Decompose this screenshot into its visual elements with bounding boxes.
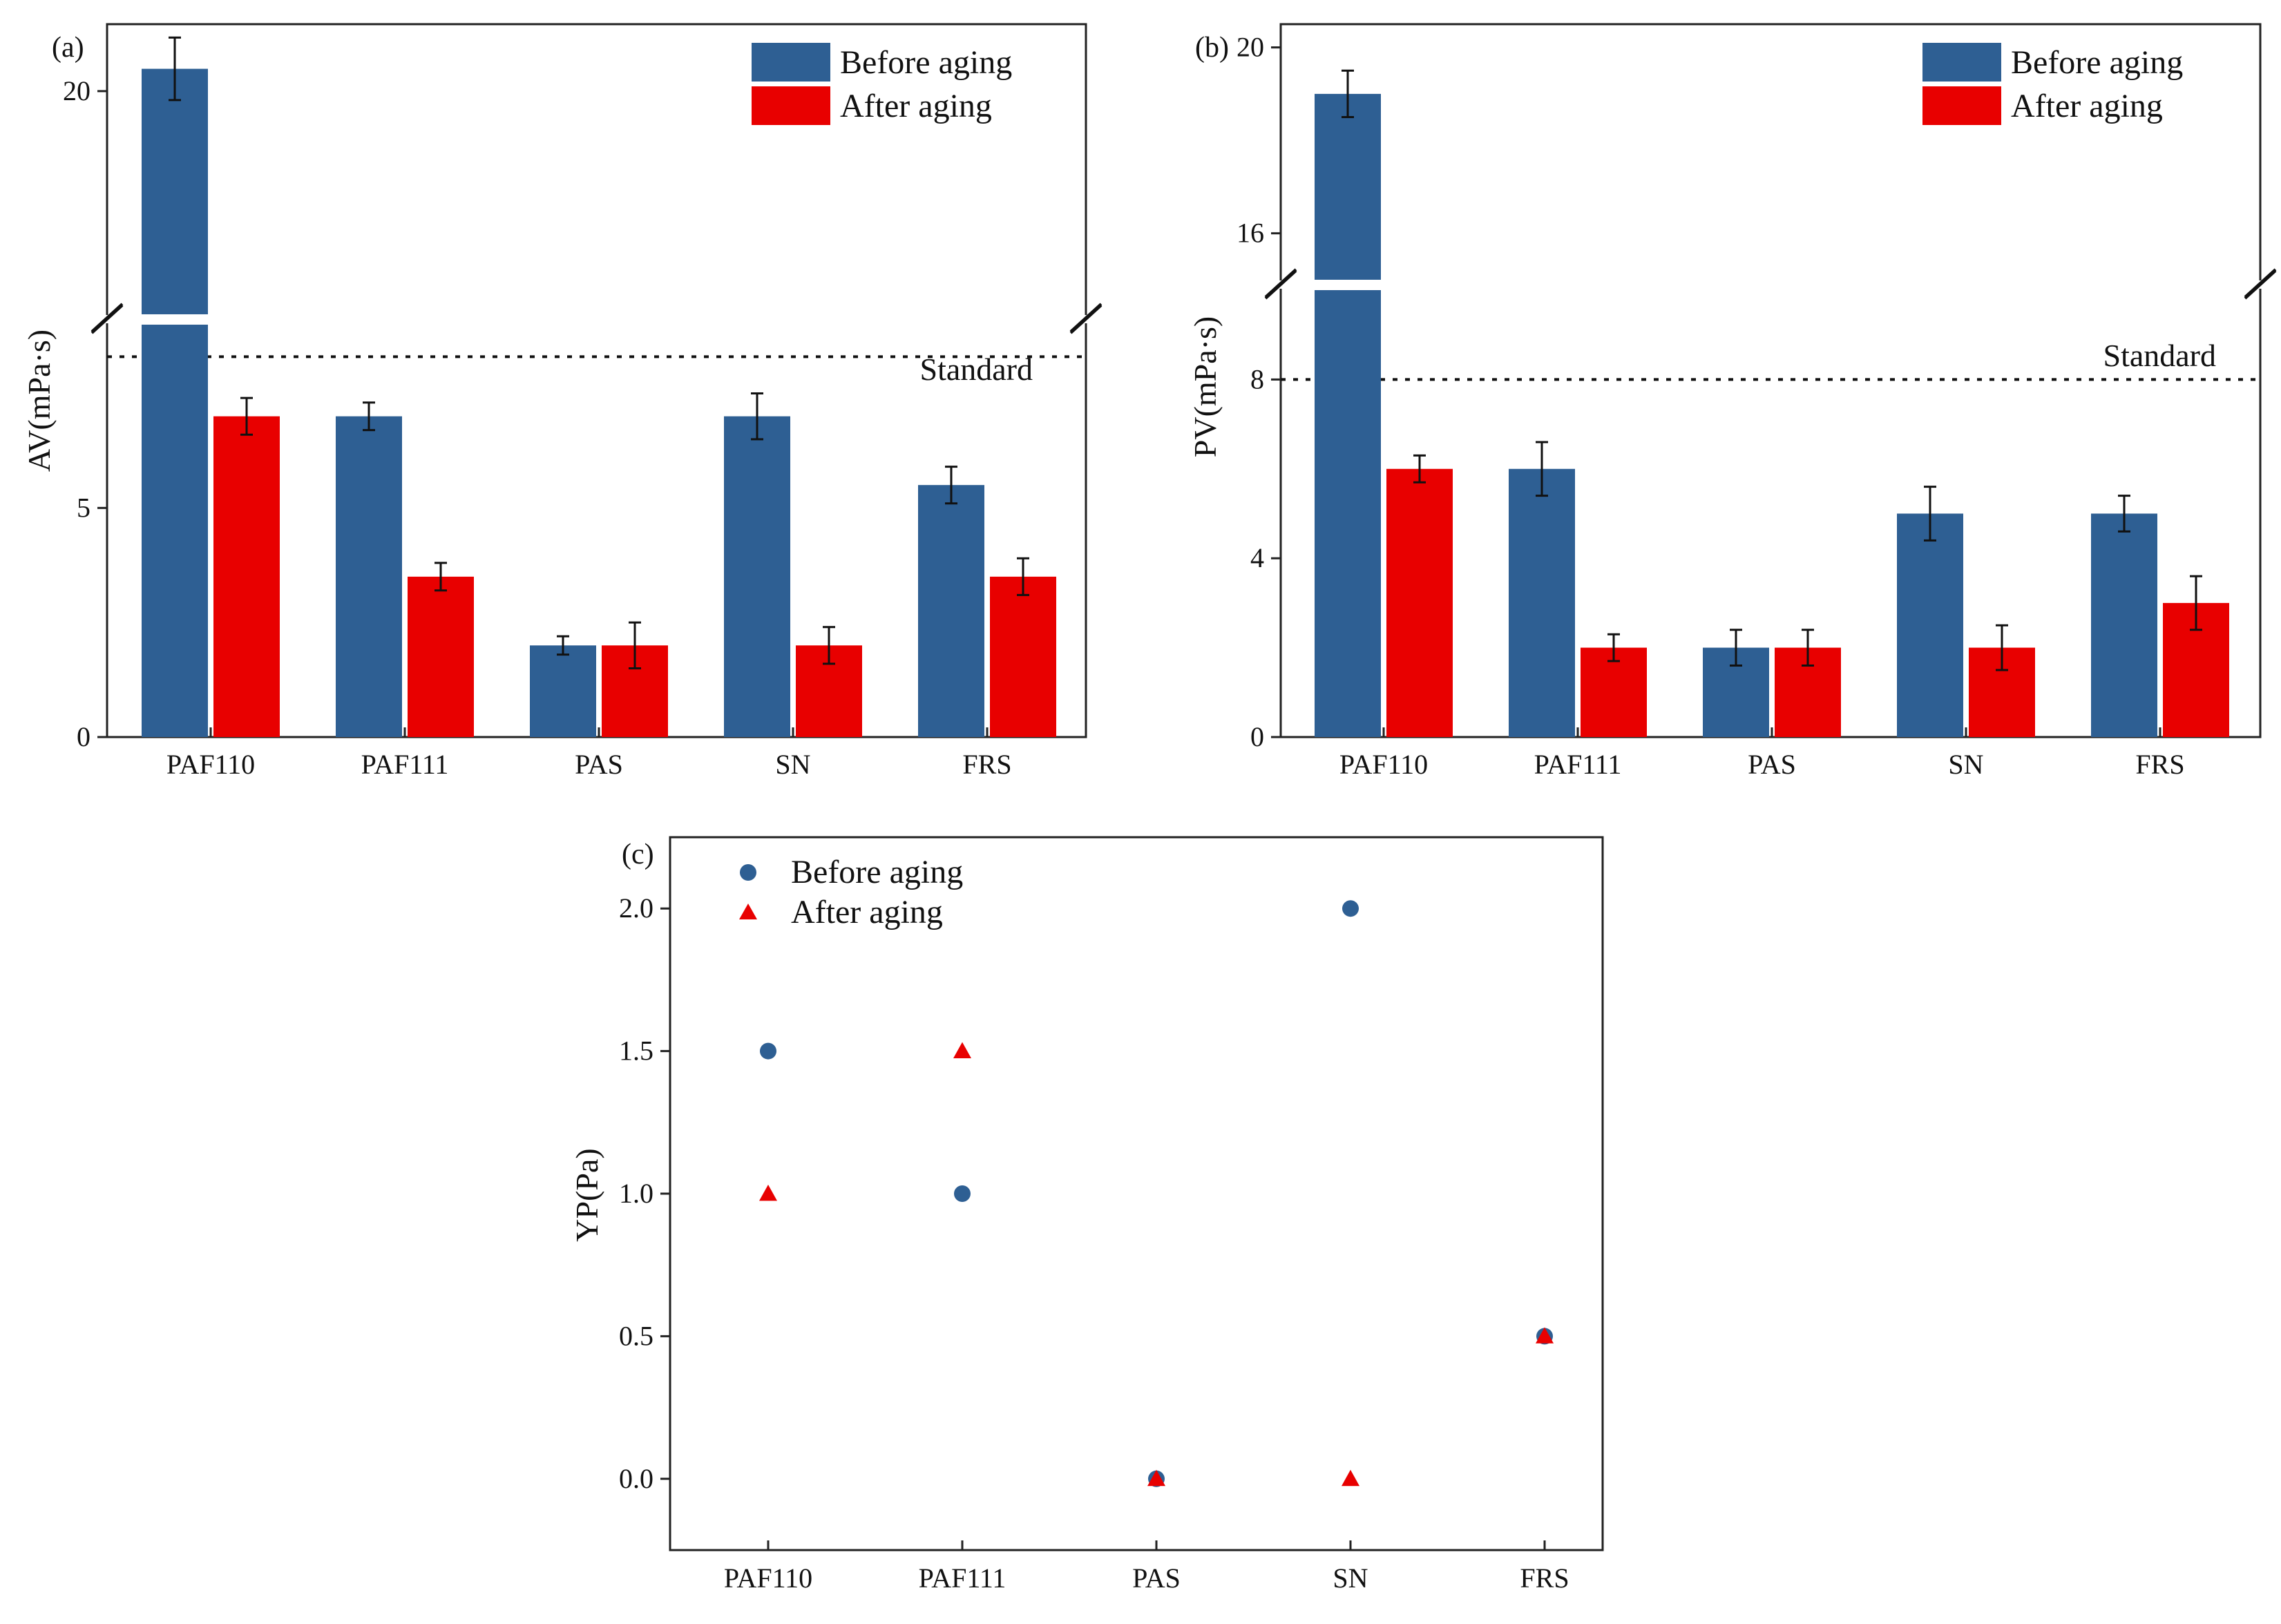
y-axis-title: YP(Pa): [569, 1148, 604, 1241]
x-tick-label: PAF111: [1534, 749, 1622, 780]
legend-swatch-before: [752, 43, 830, 82]
x-tick-label: PAF110: [724, 1563, 812, 1594]
x-tick-label: PAF110: [166, 749, 255, 780]
x-tick-label: FRS: [962, 749, 1011, 780]
y-axis-title: AV(mPa·s): [21, 329, 57, 472]
y-tick-label: 0: [77, 721, 90, 752]
y-tick-label: 0.0: [619, 1463, 653, 1494]
legend-label-before: Before aging: [791, 854, 963, 890]
legend-swatch-before: [1922, 43, 2001, 82]
x-tick-label: SN: [1333, 1563, 1368, 1594]
y-tick-label: 4: [1250, 542, 1264, 573]
axis-break-mark: [2244, 268, 2277, 298]
y-tick-label: 0: [1250, 721, 1264, 752]
axis-break-mark: [90, 303, 124, 333]
x-tick-label: PAS: [1748, 749, 1796, 780]
standard-label: Standard: [919, 352, 1033, 387]
y-tick-label: 2.0: [619, 892, 653, 924]
y-axis-title: PV(mPa·s): [1187, 316, 1223, 457]
legend-label-before: Before aging: [2011, 44, 2183, 81]
y-tick-label: 8: [1250, 363, 1264, 394]
panel-label: (a): [52, 32, 84, 64]
axis-break-gap-left: [1260, 280, 1315, 289]
y-tick-label: 5: [77, 492, 90, 523]
bar-after-paf111: [1581, 647, 1647, 737]
x-tick-label: PAS: [575, 749, 623, 780]
x-tick-label: FRS: [2135, 749, 2184, 780]
bar-after-frs: [990, 576, 1056, 737]
x-tick-label: SN: [775, 749, 810, 780]
x-tick-label: FRS: [1520, 1563, 1569, 1594]
panel-b-pv-chart: Standard PAF110 PAF111 PAS SN FRS 0 4 8 16 20 PV(mP…: [1187, 23, 2281, 780]
legend-label-after: After aging: [791, 894, 943, 930]
x-tick-label: PAF111: [919, 1563, 1006, 1594]
bar-before-sn: [724, 416, 790, 737]
point-before-paf110: [760, 1042, 776, 1060]
point-after-sn: [1342, 1469, 1359, 1487]
axis-break-gap-right: [1051, 315, 1107, 323]
bar-break-gap: [140, 314, 209, 324]
point-before-sn: [1342, 900, 1359, 917]
axis-break-gap-left: [86, 315, 142, 323]
point-after-paf110: [759, 1185, 777, 1201]
x-tick-label: PAF111: [361, 749, 449, 780]
axis-break-gap-right: [2226, 280, 2281, 289]
standard-label: Standard: [2103, 338, 2216, 373]
x-tick-label: SN: [1948, 749, 1983, 780]
bar-before-paf111: [1509, 468, 1575, 737]
x-tick-label: PAF110: [1339, 749, 1428, 780]
bar-after-paf110: [213, 416, 280, 737]
point-after-pas: [1147, 1469, 1165, 1487]
y-tick-label: 0.5: [619, 1320, 653, 1351]
bar-before-paf110-lower: [142, 325, 208, 737]
legend-label-before: Before aging: [840, 44, 1012, 81]
plot-frame: [106, 23, 1087, 738]
point-after-frs: [1536, 1327, 1554, 1344]
bar-after-paf110: [1386, 468, 1453, 737]
bar-before-sn: [1897, 513, 1963, 737]
legend-label-after: After aging: [840, 88, 992, 124]
bar-break-gap: [1313, 280, 1382, 289]
legend-swatch-after: [1922, 86, 2001, 125]
panel-label: (c): [622, 839, 654, 870]
point-after-paf111: [953, 1042, 971, 1058]
legend-swatch-after: [752, 86, 830, 125]
bar-before-paf111: [336, 416, 402, 737]
bar-before-pas: [530, 645, 596, 737]
panel-label: (b): [1195, 32, 1229, 64]
axis-break-mark: [1264, 268, 1297, 298]
y-tick-label: 20: [1237, 32, 1264, 63]
point-before-paf111: [954, 1185, 971, 1202]
bar-before-paf110: [142, 68, 208, 314]
panel-a-av-chart: Standard PAF110 PAF111 PAS SN FRS 0 5 20 AV(mPa·s…: [21, 23, 1107, 780]
y-tick-label: 1.5: [619, 1035, 653, 1067]
legend-marker-after: [739, 904, 757, 919]
axis-break-mark: [1069, 303, 1103, 333]
y-tick-label: 1.0: [619, 1178, 653, 1209]
bar-before-paf110: [1315, 93, 1381, 280]
plot-frame: [669, 836, 1604, 1551]
y-tick-label: 20: [63, 75, 90, 106]
x-tick-label: PAS: [1132, 1563, 1181, 1594]
legend-label-after: After aging: [2011, 88, 2163, 124]
bar-before-paf110-lower: [1315, 290, 1381, 737]
bar-before-frs: [918, 485, 984, 737]
legend-marker-before: [740, 864, 756, 881]
y-tick-label: 16: [1237, 218, 1264, 249]
panel-c-yp-chart: 0.0 0.5 1.0 1.5 2.0 PAF110 PAF111 PAS SN FRS YP(Pa…: [569, 836, 1604, 1594]
bar-before-frs: [2091, 513, 2157, 737]
bar-after-paf111: [408, 576, 474, 737]
